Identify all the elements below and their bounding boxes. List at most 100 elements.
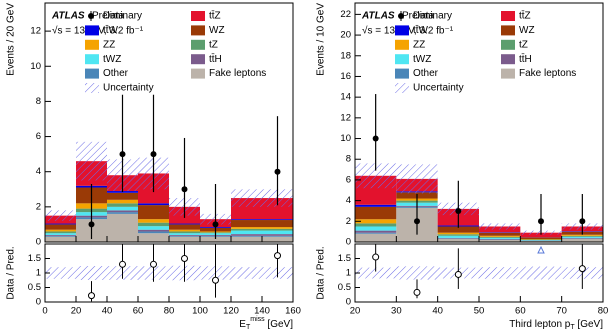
ratio-uncertainty-band [355, 267, 397, 279]
ratio-uncertainty-band [231, 267, 293, 279]
uncertainty-band [479, 223, 521, 230]
legend-swatch [85, 54, 99, 65]
x-tick-label: 140 [254, 306, 270, 317]
x-tick-label: 160 [285, 306, 301, 317]
ratio-uncertainty-band [479, 267, 521, 279]
x-tick-label: 70 [556, 306, 567, 317]
ratio-y-tick-label: 1.5 [28, 253, 41, 264]
legend-label: tt̄Z [519, 9, 531, 21]
data-point [181, 186, 188, 193]
stack-bar [520, 240, 562, 241]
y-tick-label: 8 [36, 96, 41, 107]
legend-swatch [395, 68, 409, 79]
data-point [538, 218, 544, 225]
ratio-point [212, 276, 219, 284]
legend-swatch [191, 11, 205, 21]
ratio-y-axis-label: Data / Pred. [6, 246, 17, 299]
ratio-uncertainty-band [76, 266, 107, 280]
legend-data-marker [88, 13, 94, 19]
stack-bar [231, 234, 293, 236]
x-tick-label: 20 [71, 306, 82, 317]
stack-bar [138, 226, 169, 230]
ratio-off-scale-arrow [537, 245, 545, 254]
ratio-point [119, 260, 126, 268]
data-point [150, 151, 157, 158]
legend-swatch [501, 25, 515, 36]
stack-bar [520, 237, 562, 239]
experiment-label: ATLAS [361, 11, 395, 22]
legend-swatch [395, 54, 409, 65]
ratio-point [454, 270, 462, 278]
ratio-point [274, 252, 281, 260]
y-tick-label: 14 [340, 92, 351, 103]
legend-swatch [501, 39, 515, 50]
ratio-y-tick-label: 1.5 [338, 253, 351, 264]
stack-bar [561, 238, 603, 239]
stack-bar [355, 204, 397, 207]
ratio-point [372, 253, 380, 261]
stack-bar [107, 203, 138, 207]
ratio-y-tick-label: 0 [346, 297, 351, 308]
y-tick-label: 2 [36, 201, 41, 212]
stack-bar [355, 206, 397, 220]
stack-bar [45, 235, 76, 237]
y-tick-label: 0 [36, 237, 41, 248]
stack-bar [169, 235, 200, 237]
legend-label: tWZ [413, 54, 431, 65]
legend-label: WZ [519, 25, 535, 36]
data-point [119, 151, 126, 158]
y-tick-label: 0 [346, 237, 351, 248]
stack-bar [479, 238, 521, 240]
legend-label: tt̄W [413, 24, 429, 36]
legend-label: Data [413, 11, 435, 22]
stack-bar [437, 238, 479, 242]
legend-swatch [85, 68, 99, 79]
ratio-uncertainty-band [45, 267, 76, 279]
uncertainty-band [231, 189, 293, 207]
experiment-label: ATLAS [51, 11, 85, 22]
stack-bar [138, 231, 169, 234]
x-tick-label: 40 [432, 306, 443, 317]
data-point [455, 207, 462, 214]
x-axis-label: ETmiss [GeV] [239, 316, 293, 331]
stack-bar [520, 238, 562, 240]
y-tick-label: 10 [30, 61, 41, 72]
legend-swatch [395, 83, 409, 93]
y-tick-label: 12 [340, 112, 351, 123]
stack-bar [479, 239, 521, 242]
stack-bar [479, 232, 521, 233]
legend-label: tZ [209, 39, 218, 50]
uncertainty-band [45, 210, 76, 221]
stack-bar [107, 192, 138, 200]
ratio-y-axis-label: Data / Pred. [316, 246, 327, 299]
x-tick-label: 40 [102, 306, 113, 317]
stack-bar [138, 233, 169, 242]
stack-bar [200, 236, 231, 242]
y-tick-label: 8 [346, 154, 351, 165]
y-tick-label: 4 [36, 166, 41, 177]
stack-bar [479, 237, 521, 239]
data-point [579, 218, 586, 225]
stack-bar [138, 222, 169, 227]
stack-bar [231, 228, 293, 231]
status-label: Preliminary [402, 11, 452, 22]
x-tick-label: 60 [515, 306, 526, 317]
stack-bar [169, 231, 200, 234]
stack-bar [107, 206, 138, 211]
stack-bar [561, 235, 603, 237]
stack-bar [107, 210, 138, 213]
stack-bar [107, 212, 138, 214]
legend-label: tZ [519, 39, 528, 50]
data-point [274, 168, 281, 175]
legend-swatch [191, 54, 205, 65]
stack-bar [45, 234, 76, 236]
x-tick-label: 0 [42, 306, 47, 317]
y-tick-label: 18 [340, 50, 351, 61]
legend-swatch [191, 68, 205, 79]
y-axis-label: Events / 10 GeV [316, 3, 327, 76]
y-tick-label: 20 [340, 30, 351, 41]
legend-label: Uncertainty [413, 83, 464, 94]
legend-label: tt̄H [519, 53, 532, 65]
stack-bar [107, 199, 138, 204]
